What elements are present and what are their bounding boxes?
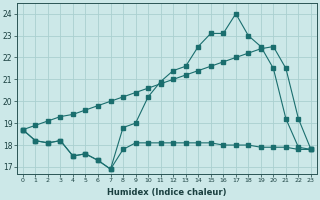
X-axis label: Humidex (Indice chaleur): Humidex (Indice chaleur) <box>107 188 227 197</box>
